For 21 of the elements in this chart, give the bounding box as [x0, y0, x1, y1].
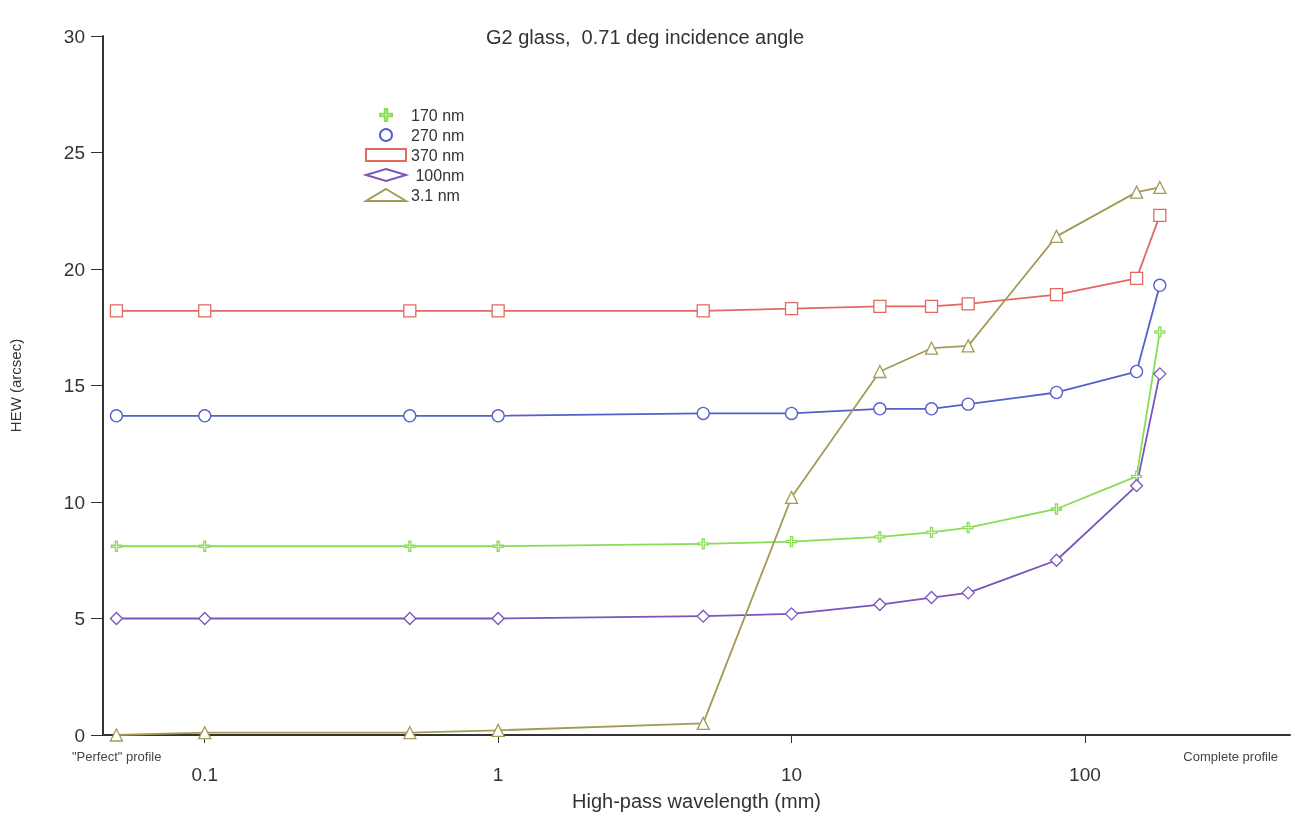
- y-tick-label: 0: [74, 724, 85, 746]
- y-tick-label: 5: [74, 608, 85, 629]
- legend-label: 270 nm: [411, 126, 465, 144]
- y-tick-label: 30: [63, 25, 85, 47]
- x-tick-label: 100: [1069, 764, 1101, 785]
- x-tick-label: 10: [780, 764, 803, 785]
- y-tick-label: 20: [63, 258, 85, 280]
- y-axis-title: HEW (arcsec): [7, 338, 24, 433]
- x-tick-label: 0.1: [191, 764, 218, 785]
- legend-label: 170 nm: [411, 106, 465, 124]
- chart-title: G2 glass, 0.71 deg incidence angle: [486, 26, 804, 48]
- y-tick-label: 15: [63, 375, 85, 396]
- x-tick-label: 1: [492, 764, 504, 785]
- x-axis-title: High-pass wavelength (mm): [572, 790, 821, 812]
- legend-label: 3.1 nm: [411, 186, 460, 204]
- legend-label: 100nm: [411, 166, 465, 184]
- text: Complete profile: [1183, 749, 1278, 764]
- text: "Perfect" profile: [72, 749, 162, 764]
- legend-label: 370 nm: [411, 146, 465, 164]
- y-tick-label: 10: [63, 491, 85, 513]
- y-tick-label: 25: [63, 142, 85, 163]
